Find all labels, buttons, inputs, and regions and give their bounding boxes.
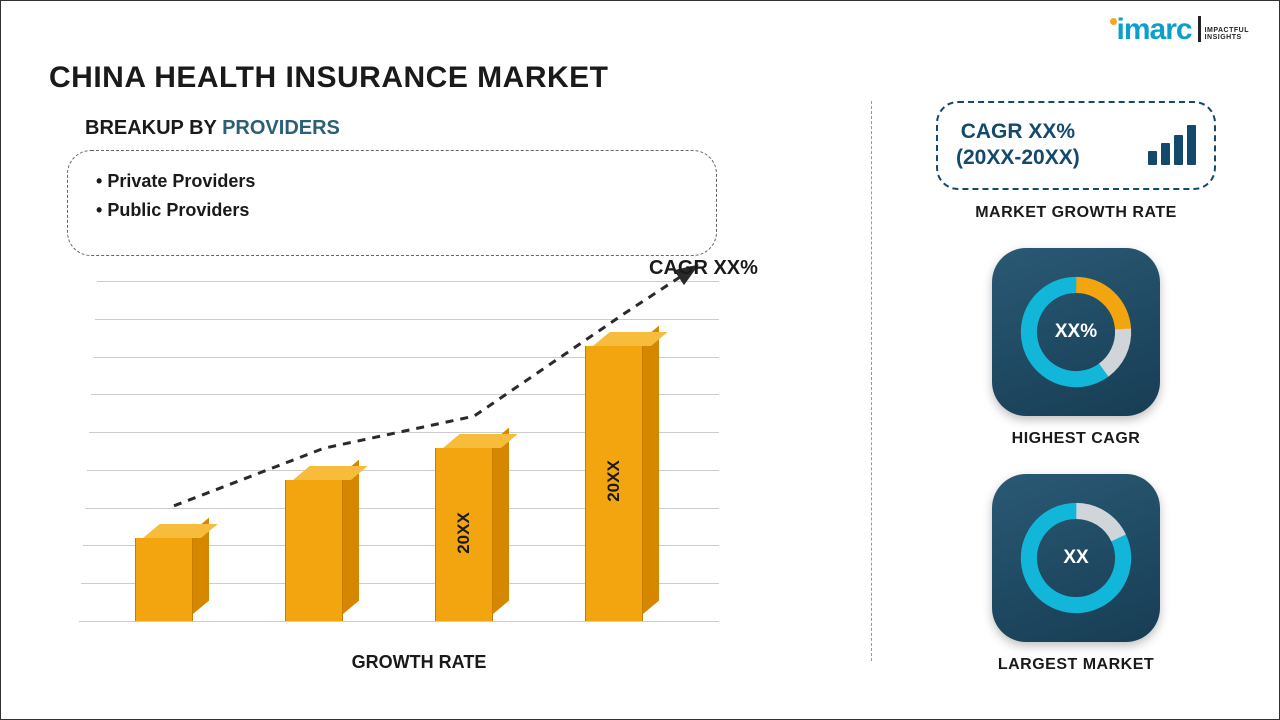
growth-chart: 20XX20XX CAGR XX% GROWTH RATE (49, 281, 789, 681)
logo-divider (1198, 16, 1201, 42)
chart-x-label: GROWTH RATE (352, 652, 487, 673)
largest-market-tile: XX (992, 474, 1160, 642)
page-title: CHINA HEALTH INSURANCE MARKET (49, 61, 829, 95)
mini-bar-chart-icon (1148, 125, 1196, 165)
breakup-item: • Public Providers (96, 196, 688, 225)
logo-tagline: IMPACTFULINSIGHTS (1205, 27, 1249, 41)
largest-market-label: LARGEST MARKET (911, 656, 1241, 674)
logo-text: imarc (1117, 13, 1192, 47)
trend-line (79, 251, 799, 621)
highest-cagr-value: XX% (1055, 321, 1097, 343)
breakup-box: • Private Providers • Public Providers (67, 150, 717, 256)
breakup-heading-highlight: PROVIDERS (222, 117, 340, 139)
growth-rate-card: CAGR XX%(20XX-20XX) (936, 101, 1216, 190)
main-panel: CHINA HEALTH INSURANCE MARKET BREAKUP BY… (49, 61, 829, 256)
breakup-heading: BREAKUP BY PROVIDERS (85, 117, 829, 140)
logo-dot-icon (1110, 18, 1117, 25)
highest-cagr-tile: XX% (992, 248, 1160, 416)
cagr-text: CAGR XX%(20XX-20XX) (956, 119, 1080, 172)
breakup-item: • Private Providers (96, 167, 688, 196)
vertical-divider (871, 101, 872, 661)
cagr-callout: CAGR XX% (649, 257, 758, 280)
largest-market-value: XX (1063, 547, 1088, 569)
highest-cagr-label: HIGHEST CAGR (911, 430, 1241, 448)
market-growth-rate-label: MARKET GROWTH RATE (911, 204, 1241, 222)
breakup-heading-prefix: BREAKUP BY (85, 117, 217, 139)
brand-logo: imarc IMPACTFULINSIGHTS (1110, 13, 1249, 47)
sidebar: CAGR XX%(20XX-20XX) MARKET GROWTH RATE X… (911, 101, 1241, 674)
